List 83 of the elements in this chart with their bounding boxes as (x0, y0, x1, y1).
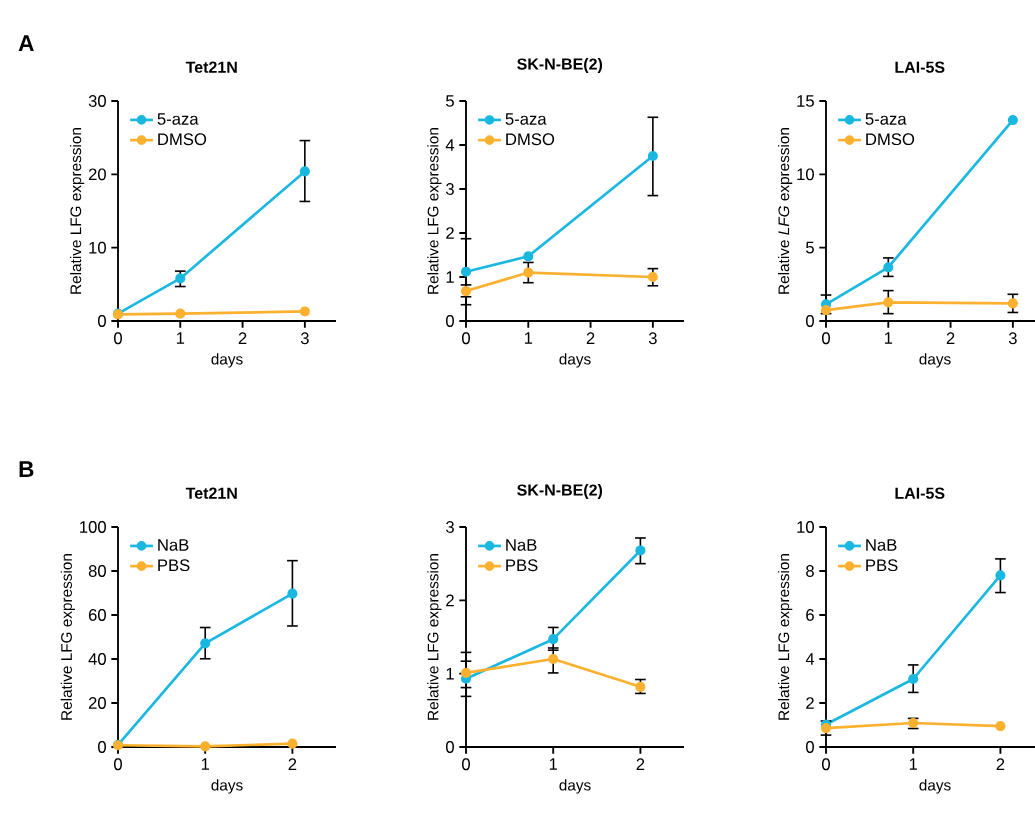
x-tick-label: 1 (884, 332, 893, 344)
y-axis-title: Relative LFG expression (60, 554, 75, 720)
x-tick-label: 1 (176, 332, 185, 344)
legend-label: 5-aza (157, 113, 199, 125)
legend-label: DMSO (158, 133, 207, 146)
x-tick-label: 0 (462, 758, 470, 771)
x-tick-label: 1 (524, 332, 533, 344)
x-tick-label: 0 (822, 758, 830, 771)
y-tick-label: 20 (88, 168, 106, 181)
y-axis-title: Relative LFG expression (777, 554, 793, 720)
x-axis-title: days (211, 779, 243, 794)
x-tick-label: 1 (201, 758, 210, 770)
y-tick-label: 3 (445, 521, 454, 533)
chart-title: LAI-5S (895, 487, 945, 499)
x-tick-label: 0 (822, 332, 830, 345)
legend-label: PBS (158, 559, 190, 572)
x-axis-title: days (919, 353, 951, 368)
x-axis-title: days (919, 779, 951, 794)
y-tick-label: 0 (446, 741, 454, 753)
y-tick-label: 5 (446, 95, 454, 107)
y-tick-label: 0 (806, 315, 814, 327)
x-tick-label: 2 (946, 332, 955, 344)
y-tick-label: 1 (446, 271, 454, 283)
y-tick-label: 40 (88, 653, 106, 665)
y-tick-label: 20 (88, 697, 106, 709)
x-tick-label: 1 (909, 758, 918, 770)
y-tick-label: 4 (445, 139, 455, 151)
y-tick-label: 8 (806, 565, 814, 577)
y-tick-label: 30 (88, 95, 106, 107)
chart-title: Tet21N (185, 61, 237, 73)
y-axis-title: Relative LFG expression (69, 128, 85, 294)
x-tick-label: 3 (300, 332, 309, 345)
chart-title: SK-N-BE(2) (517, 57, 603, 73)
legend-label: NaB (866, 539, 897, 551)
legend-label: PBS (506, 559, 538, 572)
y-tick-label: 10 (797, 521, 814, 533)
y-tick-label: 2 (806, 697, 814, 709)
legend-label: 5-aza (865, 113, 907, 125)
chart-title: LAI-5S (895, 61, 945, 73)
y-tick-label: 3 (445, 183, 454, 195)
y-tick-label: 0 (98, 315, 106, 327)
x-axis-title: days (559, 353, 591, 368)
legend-label: PBS (866, 559, 898, 572)
legend-label: 5-aza (505, 113, 547, 125)
x-tick-label: 1 (549, 758, 558, 770)
chart-title: Tet21N (185, 487, 237, 499)
y-tick-label: 80 (88, 565, 106, 577)
x-tick-label: 0 (462, 332, 470, 345)
x-tick-label: 3 (1008, 332, 1017, 345)
y-tick-label: 0 (98, 741, 106, 753)
legend-label: DMSO (866, 133, 915, 146)
y-tick-label: 60 (88, 609, 106, 621)
y-tick-label: 15 (797, 95, 814, 107)
y-tick-label: 2 (446, 227, 454, 239)
y-tick-label: 10 (797, 168, 814, 181)
y-tick-label: 10 (89, 241, 106, 254)
x-tick-label: 3 (648, 332, 657, 345)
y-tick-label: 1 (446, 667, 454, 680)
x-tick-label: 0 (114, 758, 122, 771)
x-tick-label: 0 (114, 332, 122, 345)
chart-title: SK-N-BE(2) (517, 483, 603, 499)
y-axis-title: Relative LFG expression (427, 128, 442, 294)
x-axis-title: days (559, 779, 591, 794)
y-axis-title: Relative LFG expression (427, 554, 442, 720)
y-tick-label: 0 (446, 315, 454, 327)
text: B (19, 461, 34, 477)
y-axis-title: Relative LFG expression (777, 128, 793, 294)
x-tick-label: 2 (238, 332, 247, 344)
y-tick-label: 100 (80, 521, 106, 533)
x-tick-label: 2 (288, 758, 297, 770)
y-tick-label: 0 (806, 741, 814, 753)
y-tick-label: 4 (805, 653, 815, 665)
y-tick-label: 2 (446, 594, 454, 607)
text: A (18, 35, 34, 51)
x-axis-title: days (211, 353, 243, 368)
y-tick-label: 5 (806, 241, 814, 254)
x-tick-label: 2 (996, 758, 1005, 770)
x-tick-label: 2 (586, 332, 595, 344)
y-tick-label: 6 (806, 609, 814, 621)
legend-label: NaB (158, 539, 189, 551)
legend-label: DMSO (506, 133, 555, 146)
legend-label: NaB (506, 539, 537, 551)
x-tick-label: 2 (636, 758, 645, 770)
